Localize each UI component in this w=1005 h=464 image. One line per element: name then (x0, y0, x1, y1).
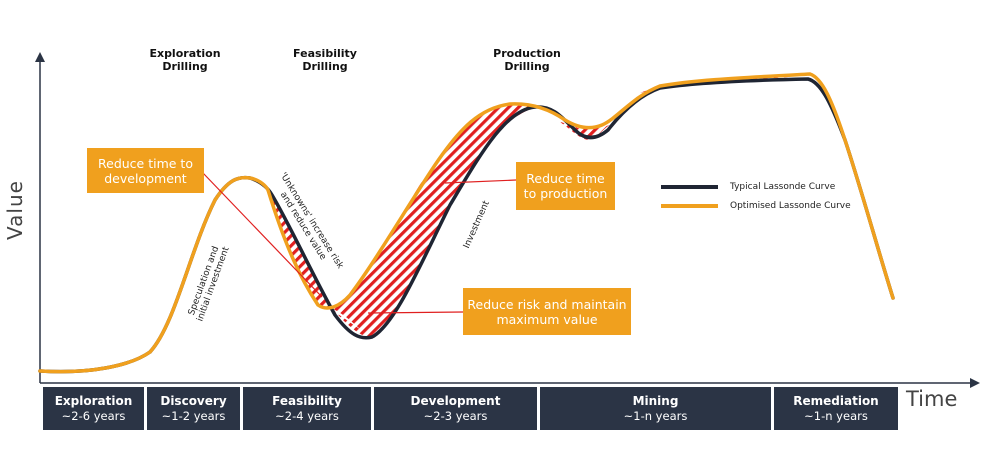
phase-name: Remediation (793, 394, 879, 408)
phase-name: Discovery (160, 394, 227, 408)
optimised-lassonde-curve (38, 72, 895, 374)
phase-duration: ~1-2 years (161, 409, 226, 423)
phase-duration: ~2-6 years (61, 409, 126, 423)
phase-mining: Mining ~1-n years (540, 387, 771, 430)
legend-label-optimised: Optimised Lassonde Curve (730, 201, 851, 211)
callout-line-risk (367, 311, 464, 314)
phase-exploration: Exploration ~2-6 years (43, 387, 144, 430)
phase-feasibility: Feasibility ~2-4 years (243, 387, 371, 430)
stage-label-production-drilling: Production Drilling (493, 47, 561, 73)
phase-duration: ~2-4 years (275, 409, 339, 423)
hatch-region-development (330, 105, 535, 337)
phase-remediation: Remediation ~1-n years (774, 387, 898, 430)
phase-duration: ~1-n years (623, 409, 688, 423)
phase-name: Exploration (54, 394, 133, 408)
phase-name: Feasibility (272, 394, 342, 408)
phase-name: Development (410, 394, 501, 408)
x-axis-arrow-icon (970, 378, 980, 388)
callout-reduce-risk: Reduce risk and maintain maximum value (463, 288, 631, 335)
phase-duration: ~2-3 years (423, 409, 488, 423)
phase-development: Development ~2-3 years (374, 387, 537, 430)
phase-name: Mining (632, 394, 679, 408)
y-axis-arrow-icon (35, 52, 45, 62)
phase-discovery: Discovery ~1-2 years (147, 387, 240, 430)
callout-line-development (202, 172, 323, 298)
stage-label-feasibility-drilling: Feasibility Drilling (293, 47, 357, 73)
y-axis-label: Value (3, 180, 27, 240)
stage-label-exploration-drilling: Exploration Drilling (149, 47, 221, 73)
phase-duration: ~1-n years (804, 409, 868, 423)
legend-label-typical: Typical Lassonde Curve (730, 182, 836, 192)
callout-reduce-time-to-production: Reduce time to production (516, 162, 615, 210)
callout-reduce-time-to-development: Reduce time to development (87, 148, 204, 193)
callout-line-production (444, 179, 517, 184)
x-axis-label: Time (906, 387, 958, 411)
